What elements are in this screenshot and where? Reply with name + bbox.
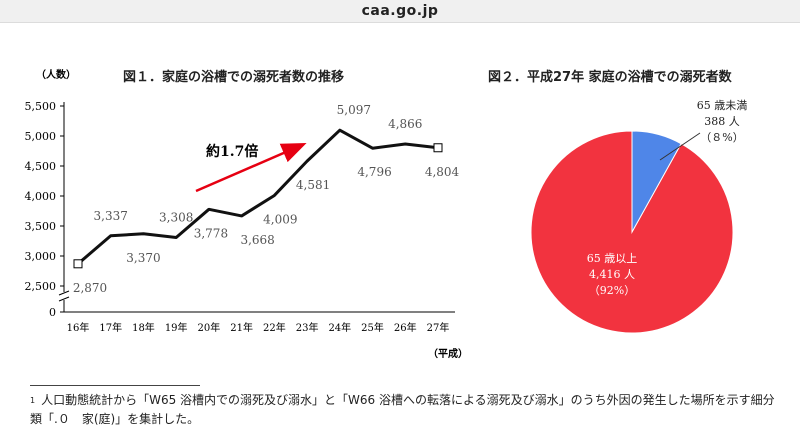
- data-label: 4,866: [388, 117, 422, 131]
- data-label: 4,804: [425, 165, 460, 179]
- pie-label-percent: （８%）: [700, 131, 743, 144]
- x-tick-label: 24年: [328, 321, 351, 334]
- x-tick-label: 23年: [296, 321, 319, 334]
- pie-chart: 65 歳以上 4,416 人 （92%） 65 歳未満 388 人 （８%）: [530, 99, 748, 334]
- data-label: 3,668: [240, 233, 274, 247]
- x-tick-label: 26年: [394, 321, 417, 334]
- y-tick-label: 5,000: [25, 130, 57, 143]
- x-tick-label: 27年: [427, 321, 450, 334]
- data-label: 4,581: [296, 178, 330, 192]
- x-tick-label: 20年: [198, 321, 221, 334]
- x-tick-label: 18年: [132, 321, 155, 334]
- pie-label-count: 4,416 人: [589, 268, 635, 281]
- pie-leader-line: [659, 132, 701, 161]
- figure2-title: 図２．平成27年 家庭の浴槽での溺死者数: [488, 70, 732, 85]
- y-tick-label: 2,500: [25, 280, 57, 293]
- series-line: [77, 128, 439, 265]
- footnote-marker: 1: [30, 396, 36, 405]
- y-tick-label: 3,000: [25, 250, 57, 263]
- line-chart: 5,500 5,000 4,500 4,000 3,500 3,000 2,500 0 16年 1…: [25, 100, 460, 334]
- data-label: 3,308: [159, 211, 193, 225]
- x-tick-label: 19年: [165, 321, 188, 334]
- footnote-divider: [30, 385, 200, 386]
- x-tick-label: 22年: [263, 321, 286, 334]
- pie-label-name: 65 歳未満: [697, 99, 748, 112]
- pie-label-count: 388 人: [704, 115, 740, 128]
- data-label: 3,337: [94, 209, 128, 223]
- footnote: 1 人口動態統計から「W65 浴槽内での溺死及び溺水」と「W66 浴槽への転落によ…: [30, 391, 780, 429]
- x-tick-label: 25年: [361, 321, 384, 334]
- data-label: 4,796: [357, 165, 391, 179]
- data-label: 3,370: [126, 251, 160, 265]
- growth-annotation: 約1.7倍: [206, 143, 258, 160]
- data-point-marker: [73, 259, 83, 269]
- x-tick-label: 16年: [67, 321, 90, 334]
- y-tick-label: 4,000: [25, 190, 57, 203]
- pie-label-percent: （92%）: [589, 284, 635, 297]
- y-tick-label: 3,500: [25, 220, 57, 233]
- pie-slice-under-65: [631, 130, 682, 234]
- data-label: 4,009: [263, 212, 297, 226]
- x-tick-label: 21年: [230, 321, 253, 334]
- axis-break-mark: [58, 290, 70, 296]
- figure1-title: 図１．家庭の浴槽での溺死者数の推移: [123, 70, 345, 85]
- y-axis-unit-label: （人数）: [36, 68, 76, 81]
- axis-break-mark: [58, 296, 70, 302]
- data-point-marker: [433, 143, 443, 153]
- site-domain: caa.go.jp: [0, 0, 800, 23]
- y-tick-label: 4,500: [25, 160, 57, 173]
- footnote-text: 人口動態統計から「W65 浴槽内での溺死及び溺水」と「W66 浴槽への転落による…: [30, 393, 775, 426]
- y-tick-label: 0: [49, 306, 56, 319]
- y-tick-label: 5,500: [25, 100, 57, 113]
- x-tick-label: 17年: [99, 321, 122, 334]
- growth-arrow: [195, 143, 307, 193]
- data-label: 2,870: [73, 281, 107, 295]
- pie-label-name: 65 歳以上: [587, 252, 638, 265]
- data-label: 3,778: [194, 226, 228, 240]
- data-label: 5,097: [337, 103, 371, 117]
- x-axis-era-label: （平成）: [428, 347, 468, 360]
